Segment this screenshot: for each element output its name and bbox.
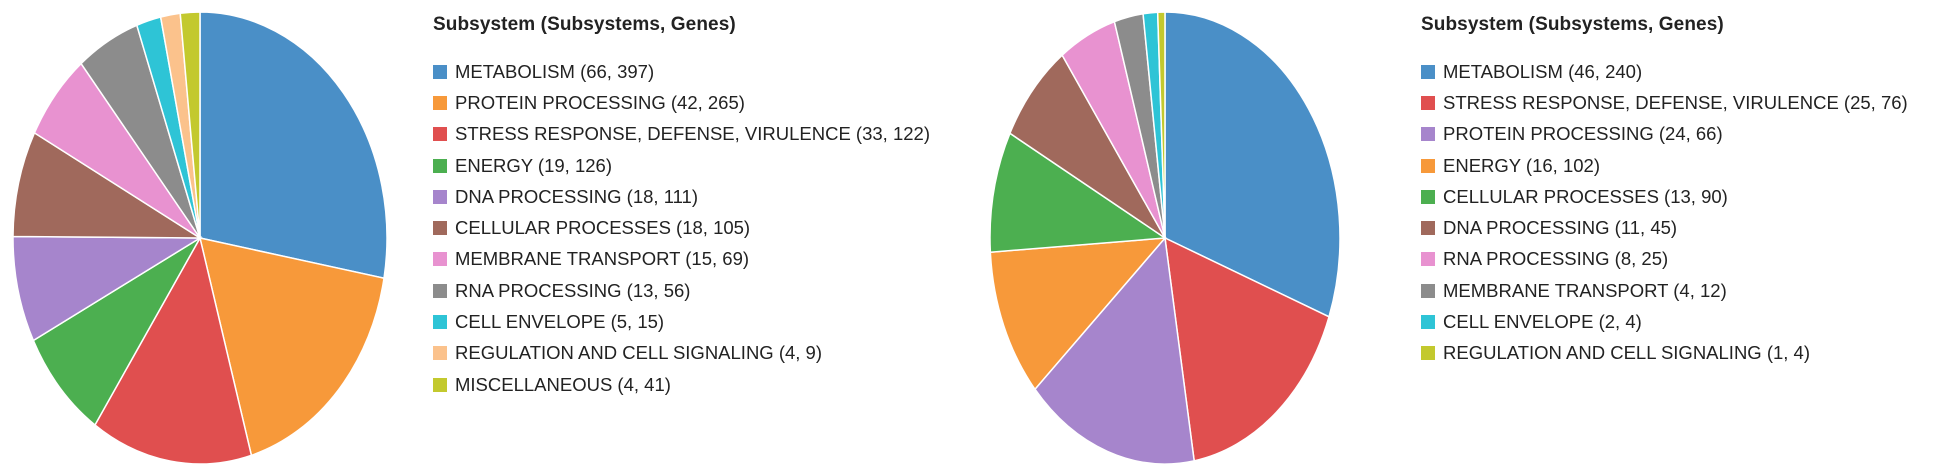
legend-swatch: [1421, 189, 1435, 204]
legend-swatch: [433, 315, 447, 330]
pie-slice-energy: [989, 237, 1167, 391]
pie-slice-cellular-processes: [12, 131, 203, 239]
legend-swatch: [433, 64, 447, 79]
legend-swatch: [1421, 346, 1435, 361]
legend-label: STRESS RESPONSE, DEFENSE, VIRULENCE (25,…: [1443, 91, 1908, 113]
pie-chart-2: [989, 11, 1341, 465]
legend-swatch: [433, 221, 447, 236]
legend-label: STRESS RESPONSE, DEFENSE, VIRULENCE (33,…: [455, 123, 930, 145]
pie-chart-panel-2: Subsystem (Subsystems, Genes) METABOLISM…: [975, 0, 1950, 475]
legend-title: Subsystem (Subsystems, Genes): [1421, 14, 1724, 35]
legend-swatch: [1421, 158, 1435, 173]
legend-item-cell-envelope: CELL ENVELOPE (2, 4): [1421, 306, 1908, 337]
legend-swatch: [433, 127, 447, 142]
pie-slice-cellular-processes: [989, 132, 1168, 254]
legend-item-regulation-and-cell-signaling: REGULATION AND CELL SIGNALING (1, 4): [1421, 338, 1908, 369]
pie-slice-protein-processing: [198, 237, 385, 457]
pie-slice-metabolism: [1164, 11, 1341, 318]
legend-swatch: [1421, 95, 1435, 110]
pie-chart-1: [12, 11, 388, 465]
legend-item-metabolism: METABOLISM (46, 240): [1421, 56, 1908, 87]
pie-slice-miscellaneous: [179, 11, 201, 239]
legend-label: CELL ENVELOPE (5, 15): [455, 311, 665, 333]
legend-item-membrane-transport: MEMBRANE TRANSPORT (15, 69): [433, 244, 930, 275]
legend-label: ENERGY (16, 102): [1443, 154, 1600, 176]
legend-swatch: [1421, 64, 1435, 79]
legend-item-cellular-processes: CELLULAR PROCESSES (18, 105): [433, 212, 930, 243]
legend-label: REGULATION AND CELL SIGNALING (4, 9): [455, 342, 823, 364]
pie-slice-stress-response-defense-virulence: [1164, 236, 1330, 462]
legend-swatch: [433, 377, 447, 392]
legend-label: DNA PROCESSING (18, 111): [455, 185, 698, 207]
legend-swatch: [433, 95, 447, 110]
legend-label: REGULATION AND CELL SIGNALING (1, 4): [1443, 342, 1811, 364]
legend-label: CELLULAR PROCESSES (18, 105): [455, 217, 751, 239]
legend-2: Subsystem (Subsystems, Genes) METABOLISM…: [1421, 14, 1908, 369]
legend-item-rna-processing: RNA PROCESSING (13, 56): [433, 275, 930, 306]
legend-label: PROTEIN PROCESSING (42, 265): [455, 91, 745, 113]
legend-item-metabolism: METABOLISM (66, 397): [433, 56, 930, 87]
legend-swatch: [433, 346, 447, 361]
legend-item-cellular-processes: CELLULAR PROCESSES (13, 90): [1421, 181, 1908, 212]
legend-label: PROTEIN PROCESSING (24, 66): [1443, 123, 1723, 145]
pie-slice-dna-processing: [12, 235, 203, 342]
pie-slice-stress-response-defense-virulence: [93, 235, 253, 465]
legend-item-dna-processing: DNA PROCESSING (11, 45): [1421, 212, 1908, 243]
legend-item-protein-processing: PROTEIN PROCESSING (42, 265): [433, 87, 930, 118]
legend-label: RNA PROCESSING (8, 25): [1443, 248, 1669, 270]
legend-label: MEMBRANE TRANSPORT (4, 12): [1443, 279, 1727, 301]
legend-item-energy: ENERGY (16, 102): [1421, 150, 1908, 181]
pie-slice-metabolism: [199, 11, 388, 280]
pie-slice-regulation-and-cell-signaling: [1156, 11, 1166, 239]
legend-swatch: [1421, 221, 1435, 236]
legend-item-stress-response-defense-virulence: STRESS RESPONSE, DEFENSE, VIRULENCE (25,…: [1421, 87, 1908, 118]
legend-label: METABOLISM (46, 240): [1443, 60, 1643, 82]
legend-label: RNA PROCESSING (13, 56): [455, 279, 691, 301]
legend-item-energy: ENERGY (19, 126): [433, 150, 930, 181]
legend-item-miscellaneous: MISCELLANEOUS (4, 41): [433, 369, 930, 400]
pie-slice-dna-processing: [1008, 53, 1166, 239]
legend-label: MEMBRANE TRANSPORT (15, 69): [455, 248, 750, 270]
legend-swatch: [433, 283, 447, 298]
legend-label: CELLULAR PROCESSES (13, 90): [1443, 185, 1728, 207]
legend-label: CELL ENVELOPE (2, 4): [1443, 311, 1642, 333]
legend-label: METABOLISM (66, 397): [455, 60, 655, 82]
legend-swatch: [433, 252, 447, 267]
legend-label: ENERGY (19, 126): [455, 154, 612, 176]
legend-item-rna-processing: RNA PROCESSING (8, 25): [1421, 244, 1908, 275]
legend-item-cell-envelope: CELL ENVELOPE (5, 15): [433, 306, 930, 337]
legend-swatch: [1421, 127, 1435, 142]
legend-1: Subsystem (Subsystems, Genes) METABOLISM…: [433, 14, 930, 400]
legend-list: METABOLISM (66, 397) PROTEIN PROCESSING (…: [433, 56, 930, 400]
legend-list: METABOLISM (46, 240) STRESS RESPONSE, DEF…: [1421, 56, 1908, 369]
legend-item-membrane-transport: MEMBRANE TRANSPORT (4, 12): [1421, 275, 1908, 306]
legend-title: Subsystem (Subsystems, Genes): [433, 14, 736, 35]
legend-swatch: [433, 189, 447, 204]
legend-swatch: [1421, 315, 1435, 330]
pie-slice-protein-processing: [1034, 236, 1196, 465]
legend-item-dna-processing: DNA PROCESSING (18, 111): [433, 181, 930, 212]
legend-label: DNA PROCESSING (11, 45): [1443, 217, 1678, 239]
legend-label: MISCELLANEOUS (4, 41): [455, 373, 671, 395]
legend-swatch: [1421, 252, 1435, 267]
legend-item-regulation-and-cell-signaling: REGULATION AND CELL SIGNALING (4, 9): [433, 338, 930, 369]
pie-slice-energy: [32, 235, 203, 427]
legend-item-protein-processing: PROTEIN PROCESSING (24, 66): [1421, 119, 1908, 150]
legend-item-stress-response-defense-virulence: STRESS RESPONSE, DEFENSE, VIRULENCE (33,…: [433, 119, 930, 150]
pie-chart-panel-1: Subsystem (Subsystems, Genes) METABOLISM…: [12, 11, 930, 465]
legend-swatch: [1421, 283, 1435, 298]
legend-swatch: [433, 158, 447, 173]
